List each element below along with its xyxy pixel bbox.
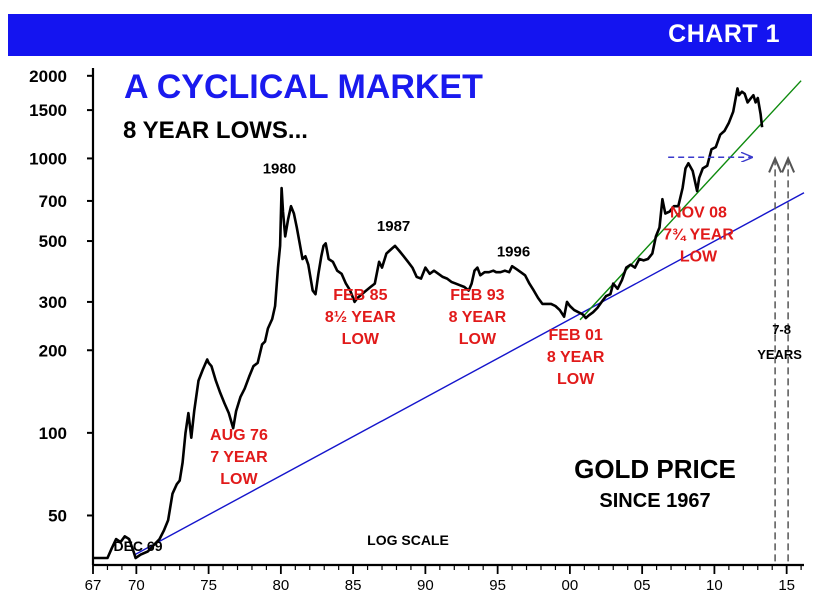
y-tick-label: 100 xyxy=(39,424,67,443)
cycle-marker-chevron xyxy=(768,155,783,173)
low-annotation-line: FEB 85 xyxy=(333,287,387,304)
low-annotation-line: LOW xyxy=(220,471,258,488)
y-tick-label: 500 xyxy=(39,232,67,251)
low-annotation-line: 8 YEAR xyxy=(547,349,605,366)
y-tick-label: 1500 xyxy=(29,101,67,120)
peak-label: 1996 xyxy=(497,243,530,260)
x-tick-label: 05 xyxy=(634,577,651,594)
low-annotation-line: LOW xyxy=(342,331,380,348)
trendline-accelerating-support xyxy=(579,80,802,321)
peak-label: 1980 xyxy=(263,161,296,178)
low-annotation-line: 7¾ YEAR xyxy=(663,226,734,243)
low-annotation-line: 7 YEAR xyxy=(210,449,268,466)
x-tick-label: 00 xyxy=(562,577,579,594)
low-annotation-line: 8½ YEAR xyxy=(325,309,396,326)
chart-title: A CYCLICAL MARKET xyxy=(124,68,483,106)
log-scale-label: LOG SCALE xyxy=(367,532,449,548)
low-annotation-line: LOW xyxy=(459,331,497,348)
low-annotation-line: AUG 76 xyxy=(210,427,268,444)
start-label: DEC 69 xyxy=(113,538,162,554)
peak-label: 1987 xyxy=(377,218,410,235)
low-annotation-line: LOW xyxy=(557,371,595,388)
cycle-marker-chevron xyxy=(781,155,796,173)
y-tick-label: 300 xyxy=(39,293,67,312)
low-annotation-line: LOW xyxy=(680,248,718,265)
cycle-label-line2: YEARS xyxy=(757,347,802,362)
trendline-long-term-support xyxy=(134,192,805,556)
x-tick-label: 95 xyxy=(489,577,506,594)
x-tick-label: 67 xyxy=(85,577,102,594)
chart-label: CHART 1 xyxy=(668,20,780,48)
y-tick-label: 1000 xyxy=(29,149,67,168)
y-tick-label: 700 xyxy=(39,192,67,211)
y-tick-label: 50 xyxy=(48,506,67,525)
gold-price-subtitle: SINCE 1967 xyxy=(599,490,710,512)
low-annotation-line: FEB 01 xyxy=(549,327,603,344)
x-tick-label: 85 xyxy=(345,577,362,594)
x-tick-label: 80 xyxy=(273,577,290,594)
gold-price-title: GOLD PRICE xyxy=(574,454,736,484)
low-annotation-line: NOV 08 xyxy=(670,204,727,221)
low-annotation-line: 8 YEAR xyxy=(449,309,507,326)
chart-subtitle: 8 YEAR LOWS... xyxy=(123,117,308,144)
x-tick-label: 10 xyxy=(706,577,723,594)
x-tick-label: 70 xyxy=(128,577,145,594)
gold-price-line xyxy=(93,87,764,560)
y-tick-label: 2000 xyxy=(29,67,67,86)
low-annotation-line: FEB 93 xyxy=(450,287,504,304)
x-tick-label: 90 xyxy=(417,577,434,594)
x-tick-label: 75 xyxy=(200,577,217,594)
cycle-label-line1: 7-8 xyxy=(772,322,791,337)
chart-banner: CHART 1 xyxy=(8,14,812,56)
y-tick-label: 200 xyxy=(39,341,67,360)
x-tick-label: 15 xyxy=(778,577,795,594)
